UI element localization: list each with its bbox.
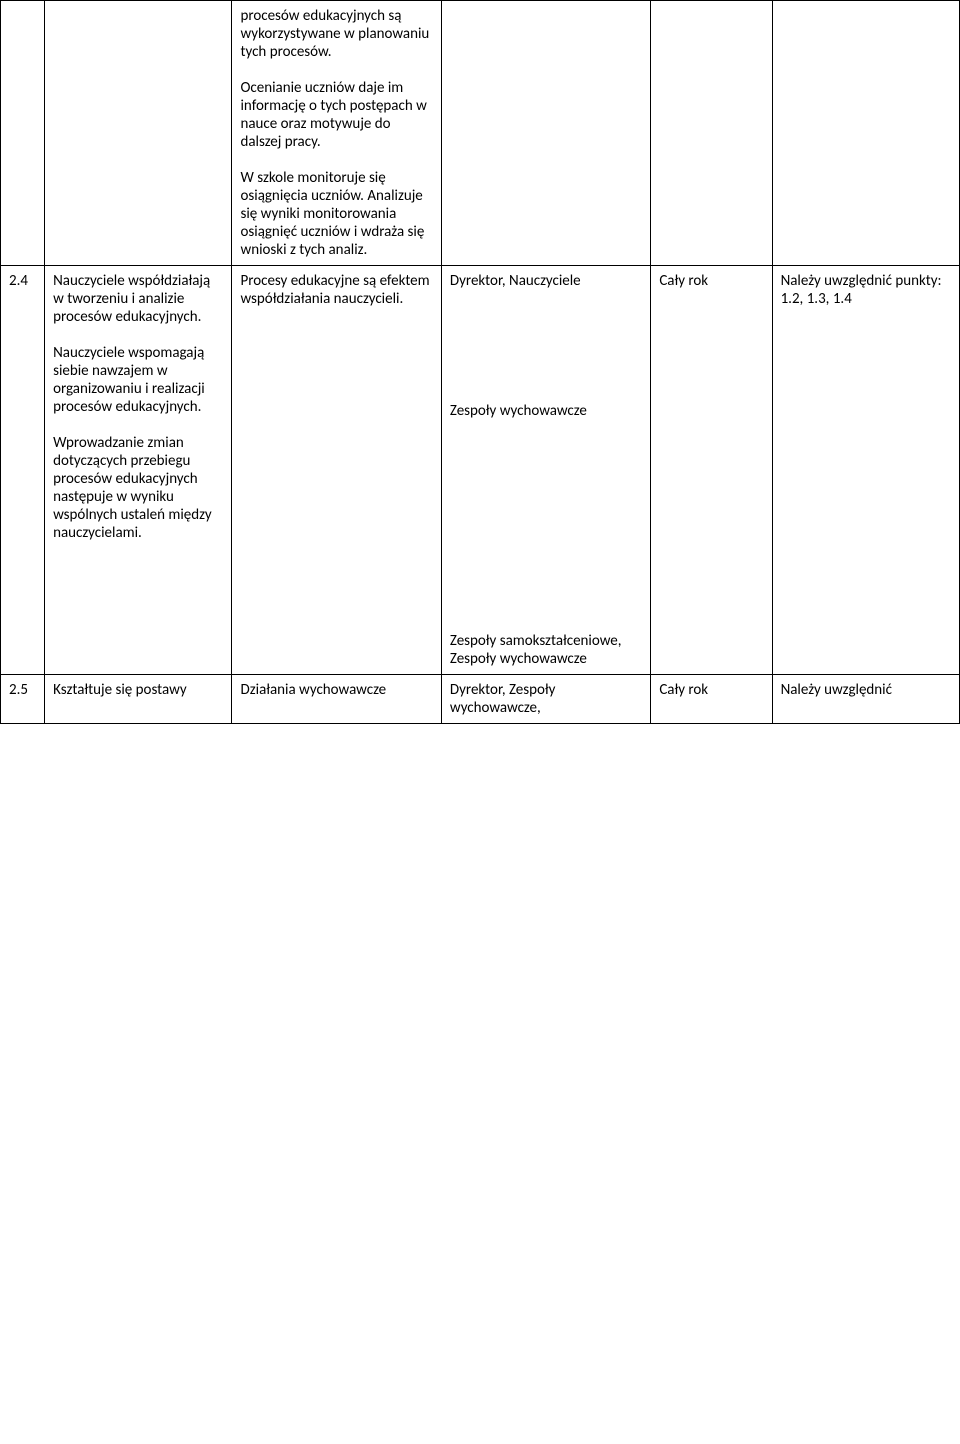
cell-c: Dyrektor, Zespoły wychowawcze, — [441, 675, 650, 724]
paragraph: Nauczyciele współdziałają w tworzeniu i … — [53, 272, 223, 326]
curriculum-table: procesów edukacyjnych są wykorzystywane … — [0, 0, 960, 724]
cell-e — [772, 1, 959, 266]
cell-a: Kształtuje się postawy — [45, 675, 232, 724]
cell-d: Cały rok — [651, 675, 772, 724]
paragraph: Zespoły wychowawcze — [450, 402, 642, 632]
cell-num: 2.5 — [1, 675, 45, 724]
cell-c: Dyrektor, Nauczyciele Zespoły wychowawcz… — [441, 266, 650, 675]
cell-b: Procesy edukacyjne są efektem współdział… — [232, 266, 441, 675]
cell-e: Należy uwzględnić punkty: 1.2, 1.3, 1.4 — [772, 266, 959, 675]
cell-b: procesów edukacyjnych są wykorzystywane … — [232, 1, 441, 266]
paragraph: Wprowadzanie zmian dotyczących przebiegu… — [53, 434, 223, 542]
cell-d: Cały rok — [651, 266, 772, 675]
table-row: 2.5 Kształtuje się postawy Działania wyc… — [1, 675, 960, 724]
cell-a: Nauczyciele współdziałają w tworzeniu i … — [45, 266, 232, 675]
cell-c — [441, 1, 650, 266]
cell-num: 2.4 — [1, 266, 45, 675]
cell-num — [1, 1, 45, 266]
paragraph: Nauczyciele wspomagają siebie nawzajem w… — [53, 344, 223, 416]
paragraph: W szkole monitoruje się osiągnięcia uczn… — [240, 169, 432, 259]
table-row: 2.4 Nauczyciele współdziałają w tworzeni… — [1, 266, 960, 675]
paragraph: Zespoły samokształceniowe, Zespoły wycho… — [450, 632, 642, 668]
cell-e: Należy uwzględnić — [772, 675, 959, 724]
table-row: procesów edukacyjnych są wykorzystywane … — [1, 1, 960, 266]
cell-b: Działania wychowawcze — [232, 675, 441, 724]
cell-d — [651, 1, 772, 266]
paragraph: Dyrektor, Nauczyciele — [450, 272, 642, 402]
paragraph: Ocenianie uczniów daje im informację o t… — [240, 79, 432, 151]
paragraph: procesów edukacyjnych są wykorzystywane … — [240, 7, 432, 61]
document-page: procesów edukacyjnych są wykorzystywane … — [0, 0, 960, 724]
cell-a — [45, 1, 232, 266]
